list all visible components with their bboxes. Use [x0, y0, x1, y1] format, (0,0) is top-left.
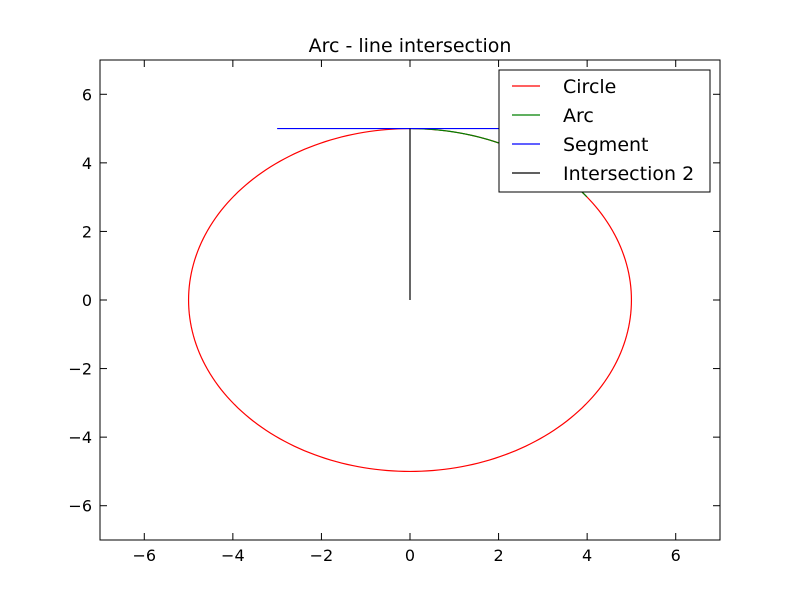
y-tick-label: 6	[82, 85, 92, 104]
x-tick-label: 2	[493, 546, 503, 565]
legend-label-segment: Segment	[563, 134, 649, 156]
legend-label-circle: Circle	[563, 76, 616, 98]
plot-frame	[99, 59, 721, 541]
y-tick-label: −2	[68, 360, 92, 379]
y-tick-label: −6	[68, 497, 92, 516]
legend: Circle Arc Segment Intersection 2	[498, 69, 711, 193]
y-tick-label: 0	[82, 291, 92, 310]
y-tick-label: 2	[82, 222, 92, 241]
ticks-layer: −6 −4 −2 0 2 4 6 −6 −4 −2 0 2 4 6	[68, 60, 720, 565]
y-tick-label: 4	[82, 154, 92, 173]
x-tick-label: −4	[221, 546, 245, 565]
x-tick-label: −6	[132, 546, 156, 565]
x-tick-label: 4	[582, 546, 592, 565]
legend-label-intersection-2: Intersection 2	[563, 163, 694, 185]
y-tick-label: −4	[68, 428, 92, 447]
chart-title: Arc - line intersection	[309, 35, 512, 57]
x-tick-label: −2	[310, 546, 334, 565]
x-tick-label: 0	[405, 546, 415, 565]
legend-box	[498, 69, 711, 193]
legend-label-arc: Arc	[563, 105, 594, 127]
x-tick-label: 6	[671, 546, 681, 565]
